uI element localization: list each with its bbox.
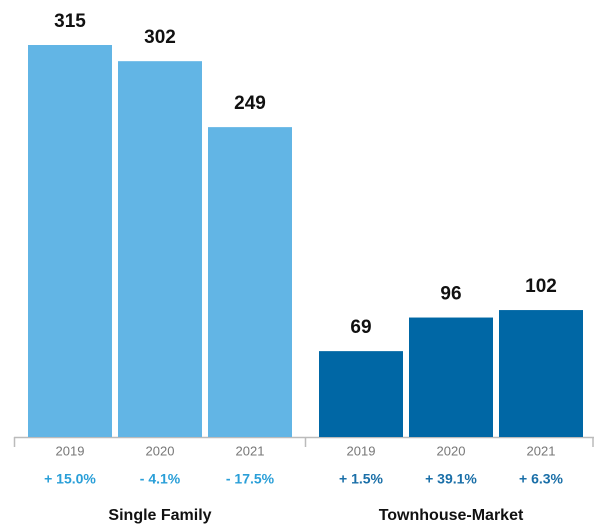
change-label: + 1.5% [339,471,384,487]
group-label: Single Family [108,507,211,524]
bar [499,310,583,437]
value-label: 249 [234,93,266,114]
x-tick-label: 2021 [527,443,556,458]
bar [28,45,112,437]
bar [118,61,202,438]
change-label: - 17.5% [226,471,275,487]
value-label: 102 [525,276,557,297]
value-label: 96 [440,284,461,305]
bar [409,317,493,437]
x-tick-label: 2020 [146,443,175,458]
bar [208,127,292,437]
x-tick-label: 2020 [437,443,466,458]
change-label: + 39.1% [425,471,477,487]
x-tick-label: 2019 [56,443,85,458]
group-label: Townhouse-Market [379,507,524,524]
x-tick-label: 2021 [236,443,265,458]
bar [319,351,403,437]
change-label: - 4.1% [140,471,181,487]
x-tick-label: 2019 [347,443,376,458]
value-label: 302 [144,27,176,48]
change-label: + 6.3% [519,471,564,487]
value-label: 315 [54,11,86,32]
change-label: + 15.0% [44,471,96,487]
value-label: 69 [350,317,371,338]
